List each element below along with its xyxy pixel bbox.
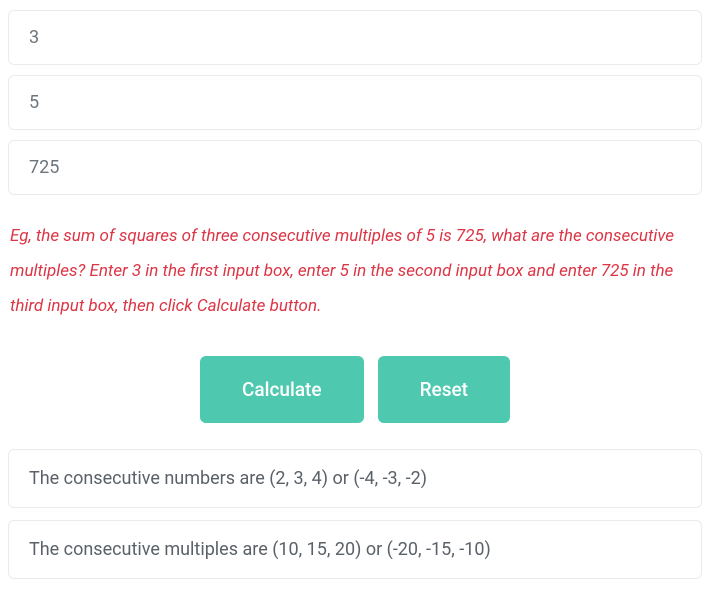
result-multiples: The consecutive multiples are (10, 15, 2…	[8, 520, 702, 579]
result-numbers: The consecutive numbers are (2, 3, 4) or…	[8, 449, 702, 508]
count-input[interactable]	[8, 10, 702, 65]
multiple-of-input[interactable]	[8, 75, 702, 130]
sum-of-squares-input[interactable]	[8, 140, 702, 195]
hint-text: Eg, the sum of squares of three consecut…	[8, 219, 702, 324]
button-row: Calculate Reset	[8, 356, 702, 423]
calculate-button[interactable]: Calculate	[200, 356, 364, 423]
reset-button[interactable]: Reset	[378, 356, 510, 423]
